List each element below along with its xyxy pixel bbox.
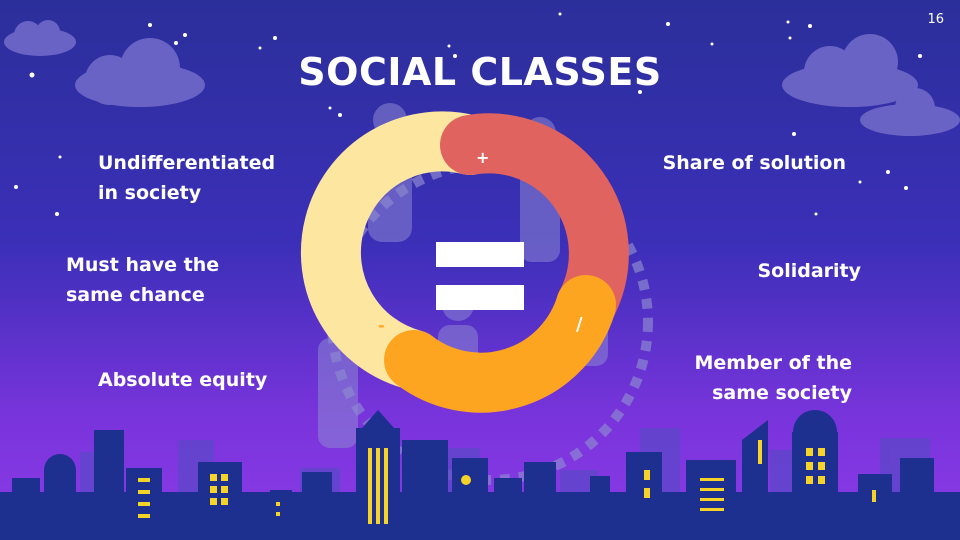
label-share-of-solution: Share of solution	[662, 152, 846, 174]
page-number: 16	[927, 12, 944, 27]
skyline-buildings	[0, 410, 960, 540]
slash-symbol: /	[576, 314, 583, 335]
window-lights	[138, 440, 876, 524]
slide-title: SOCIAL CLASSES	[298, 50, 662, 94]
cloud-icon	[4, 20, 960, 136]
label-member-same-society: Member of the same society	[694, 352, 853, 404]
plus-symbol: +	[476, 148, 490, 167]
equals-icon	[436, 242, 524, 310]
label-solidarity: Solidarity	[757, 260, 861, 282]
label-absolute-equity: Absolute equity	[98, 369, 268, 391]
donut-ring	[300, 111, 629, 413]
star-icon	[14, 12, 922, 216]
label-same-chance: Must have the same chance	[66, 254, 220, 306]
label-undifferentiated: Undifferentiated in society	[98, 152, 276, 204]
minus-symbol: -	[378, 316, 385, 335]
